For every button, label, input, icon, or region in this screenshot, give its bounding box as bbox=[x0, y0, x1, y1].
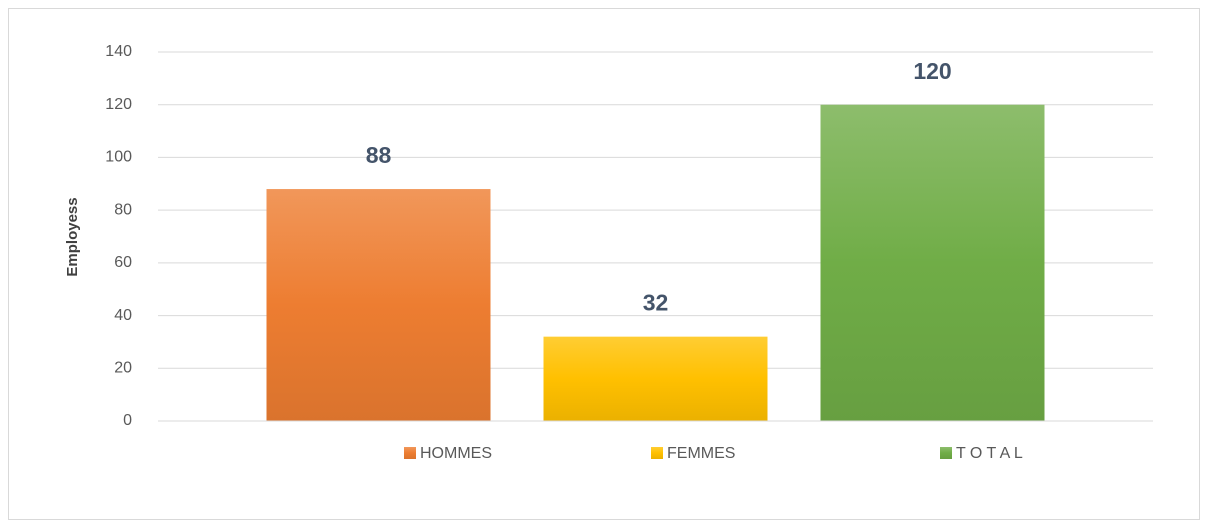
y-tick-label: 120 bbox=[105, 96, 132, 113]
legend-swatch bbox=[651, 447, 663, 459]
y-tick-label: 100 bbox=[105, 149, 132, 166]
legend-swatch bbox=[940, 447, 952, 459]
legend-label: FEMMES bbox=[667, 445, 735, 462]
legend-swatch bbox=[404, 447, 416, 459]
legend-label: HOMMES bbox=[420, 445, 492, 462]
y-tick-label: 60 bbox=[114, 254, 132, 271]
y-tick-label: 80 bbox=[114, 201, 132, 218]
y-tick-label: 0 bbox=[123, 412, 132, 429]
bar bbox=[543, 336, 768, 421]
data-label: 32 bbox=[643, 290, 669, 316]
y-tick-label: 20 bbox=[114, 360, 132, 377]
bar bbox=[266, 189, 491, 421]
data-label: 120 bbox=[913, 58, 951, 84]
bar bbox=[820, 104, 1045, 421]
y-tick-label: 140 bbox=[105, 43, 132, 60]
data-label: 88 bbox=[366, 142, 392, 168]
y-tick-label: 40 bbox=[114, 307, 132, 324]
y-axis-title: Employess bbox=[64, 197, 81, 276]
legend-label: T O T A L bbox=[956, 445, 1023, 462]
